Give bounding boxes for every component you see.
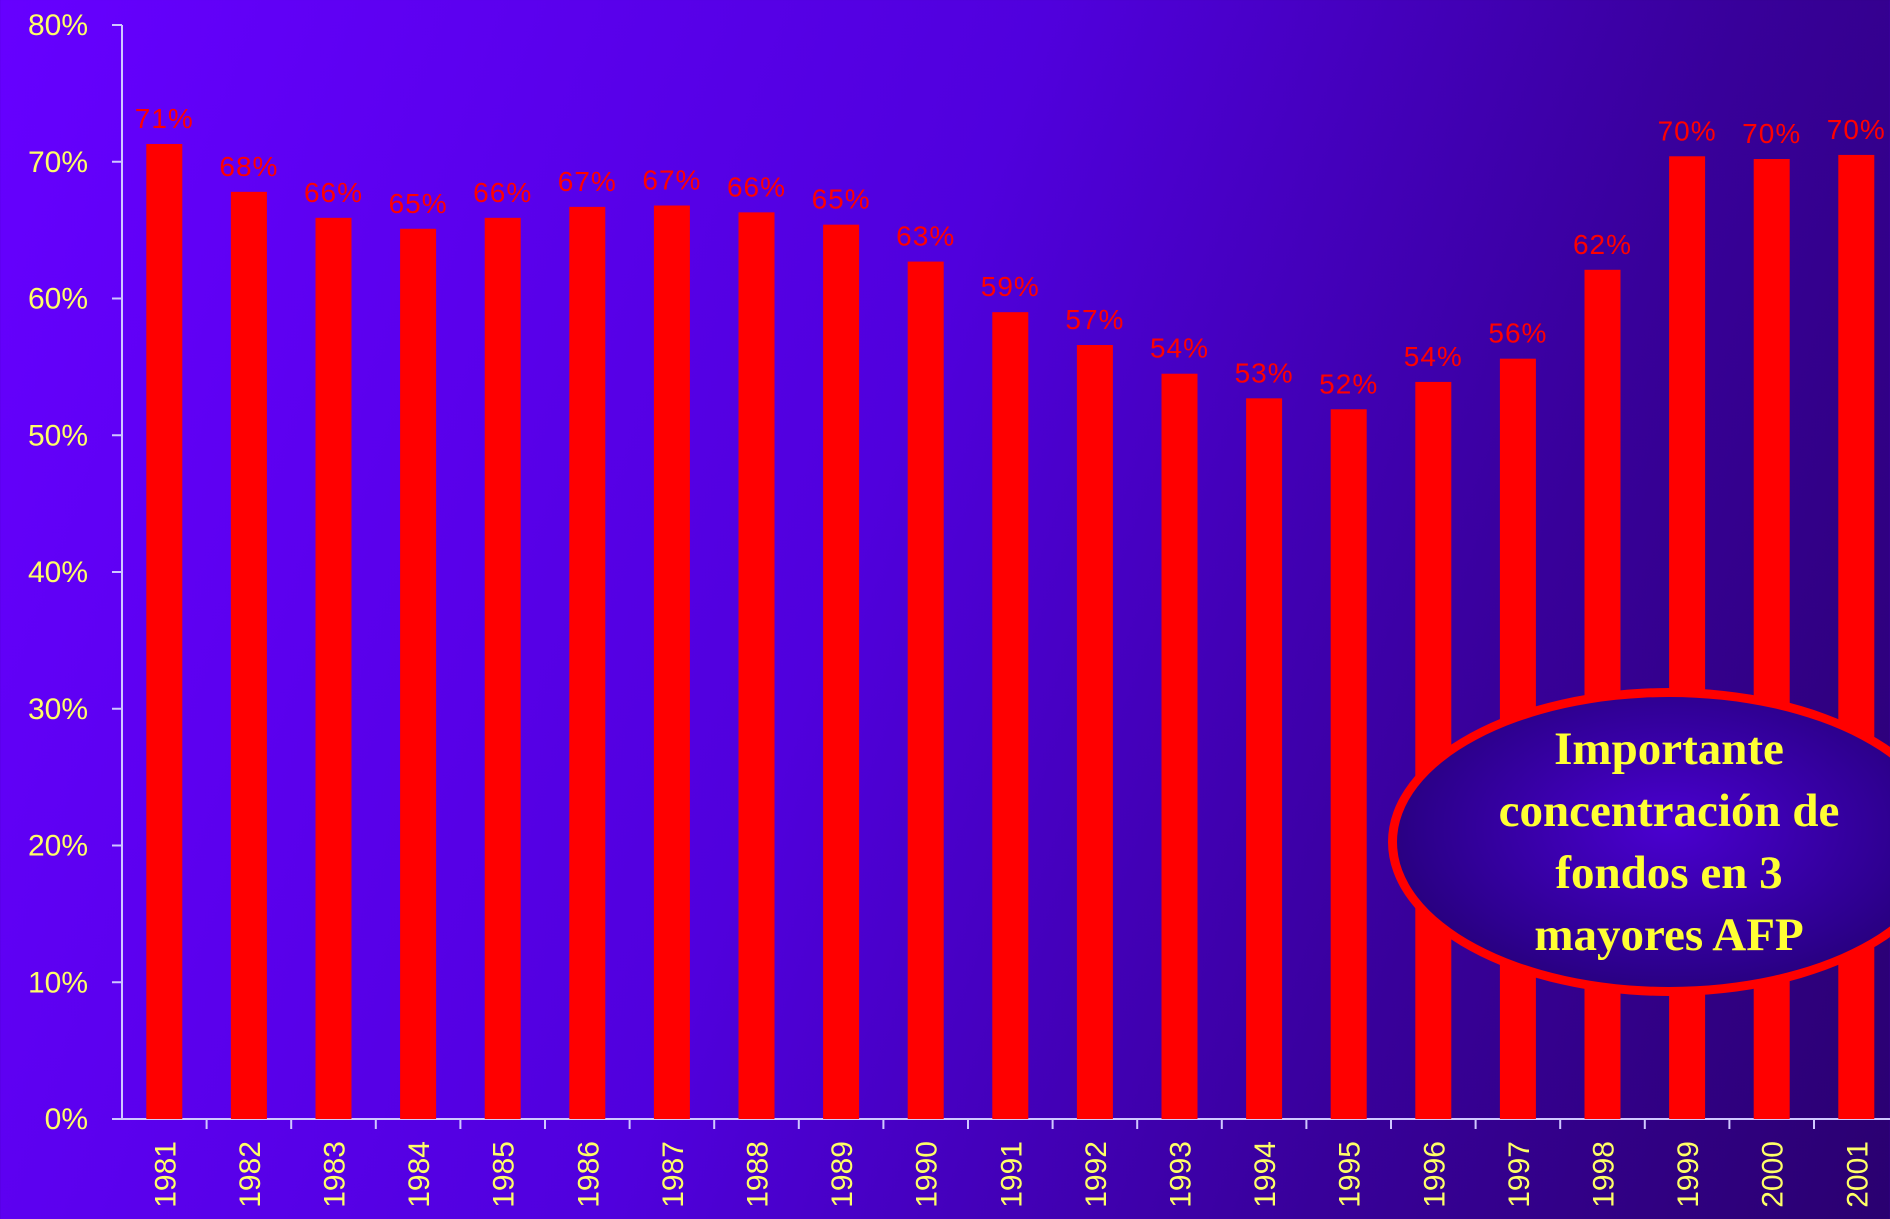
bar: [992, 312, 1029, 1119]
y-tick-label: 80%: [28, 9, 88, 42]
x-tick-label: 2001: [1841, 1141, 1874, 1208]
callout-line: Importante: [1554, 723, 1784, 775]
bar: [1838, 154, 1875, 1120]
data-label: 59%: [981, 271, 1040, 302]
bar: [569, 206, 606, 1119]
callout-line: concentración de: [1498, 785, 1840, 837]
data-label: 62%: [1573, 229, 1632, 260]
y-tick-label: 70%: [28, 146, 88, 179]
data-label: 54%: [1404, 341, 1463, 372]
bar: [738, 212, 775, 1119]
bar: [484, 217, 521, 1119]
data-label: 57%: [1065, 304, 1124, 335]
x-tick-label: 1981: [149, 1141, 182, 1208]
data-label: 56%: [1488, 318, 1547, 349]
callout-text: Importante concentración de fondos en 3 …: [1459, 718, 1879, 966]
bar: [230, 191, 267, 1119]
data-label: 71%: [135, 103, 194, 134]
data-label: 68%: [219, 151, 278, 182]
x-tick-label: 1985: [488, 1141, 521, 1208]
data-label: 65%: [812, 184, 871, 215]
bar: [146, 143, 183, 1119]
y-tick-label: 50%: [28, 419, 88, 452]
bar: [1330, 409, 1367, 1120]
x-tick-label: 1998: [1588, 1141, 1621, 1208]
y-tick-label: 10%: [28, 966, 88, 999]
x-tick-label: 1987: [657, 1141, 690, 1208]
x-tick-label: 1986: [572, 1141, 605, 1208]
callout-line: mayores AFP: [1534, 909, 1804, 961]
data-label: 70%: [1658, 115, 1717, 146]
data-label: 70%: [1742, 118, 1801, 149]
chart-axes: 0% 10% 20% 30% 40% 50% 60% 70% 80% 1981 1982 1983 19…: [28, 9, 1890, 1208]
x-tick-label: 1996: [1418, 1141, 1451, 1208]
x-tick-label: 1989: [826, 1141, 859, 1208]
x-tick-label: 1995: [1334, 1141, 1367, 1208]
data-label: 52%: [1319, 368, 1378, 399]
x-tick-label: 1991: [995, 1141, 1028, 1208]
x-tick-label: 2000: [1757, 1141, 1790, 1208]
bar: [315, 217, 352, 1119]
x-tick-label: 1992: [1080, 1141, 1113, 1208]
x-tick-label: 1984: [403, 1141, 436, 1208]
y-tick-label: 40%: [28, 556, 88, 589]
data-label: 65%: [389, 188, 448, 219]
concentration-callout: Importante concentración de fondos en 3 …: [1388, 688, 1890, 996]
data-label: 63%: [896, 221, 955, 252]
x-tick-label: 1983: [319, 1141, 352, 1208]
bar: [1246, 398, 1283, 1119]
data-label: 54%: [1150, 333, 1209, 364]
y-tick-label: 0%: [45, 1103, 88, 1136]
bar: [1161, 373, 1198, 1119]
bar: [823, 224, 860, 1119]
x-tick-label: 1982: [234, 1141, 267, 1208]
bar: [400, 228, 437, 1119]
x-tick-label: 1993: [1165, 1141, 1198, 1208]
chart-data-labels: 71% 68% 66% 65% 66% 67% 67% 66% 65% 63% 59% 57% 54% 5…: [135, 103, 1886, 399]
y-tick-label: 60%: [28, 283, 88, 316]
y-tick-label: 30%: [28, 693, 88, 726]
bar: [653, 205, 690, 1119]
x-tick-label: 1997: [1503, 1141, 1536, 1208]
data-label: 67%: [558, 166, 617, 197]
data-label: 70%: [1827, 114, 1886, 145]
data-label: 66%: [727, 171, 786, 202]
callout-line: fondos en 3: [1555, 847, 1783, 899]
x-tick-label: 1988: [742, 1141, 775, 1208]
y-tick-label: 20%: [28, 830, 88, 863]
x-tick-label: 1999: [1672, 1141, 1705, 1208]
bar: [1076, 344, 1113, 1119]
data-label: 53%: [1235, 357, 1294, 388]
data-label: 66%: [473, 177, 532, 208]
bar: [907, 261, 944, 1119]
x-tick-label: 1990: [911, 1141, 944, 1208]
data-label: 67%: [642, 165, 701, 196]
x-tick-label: 1994: [1249, 1141, 1282, 1208]
data-label: 66%: [304, 177, 363, 208]
